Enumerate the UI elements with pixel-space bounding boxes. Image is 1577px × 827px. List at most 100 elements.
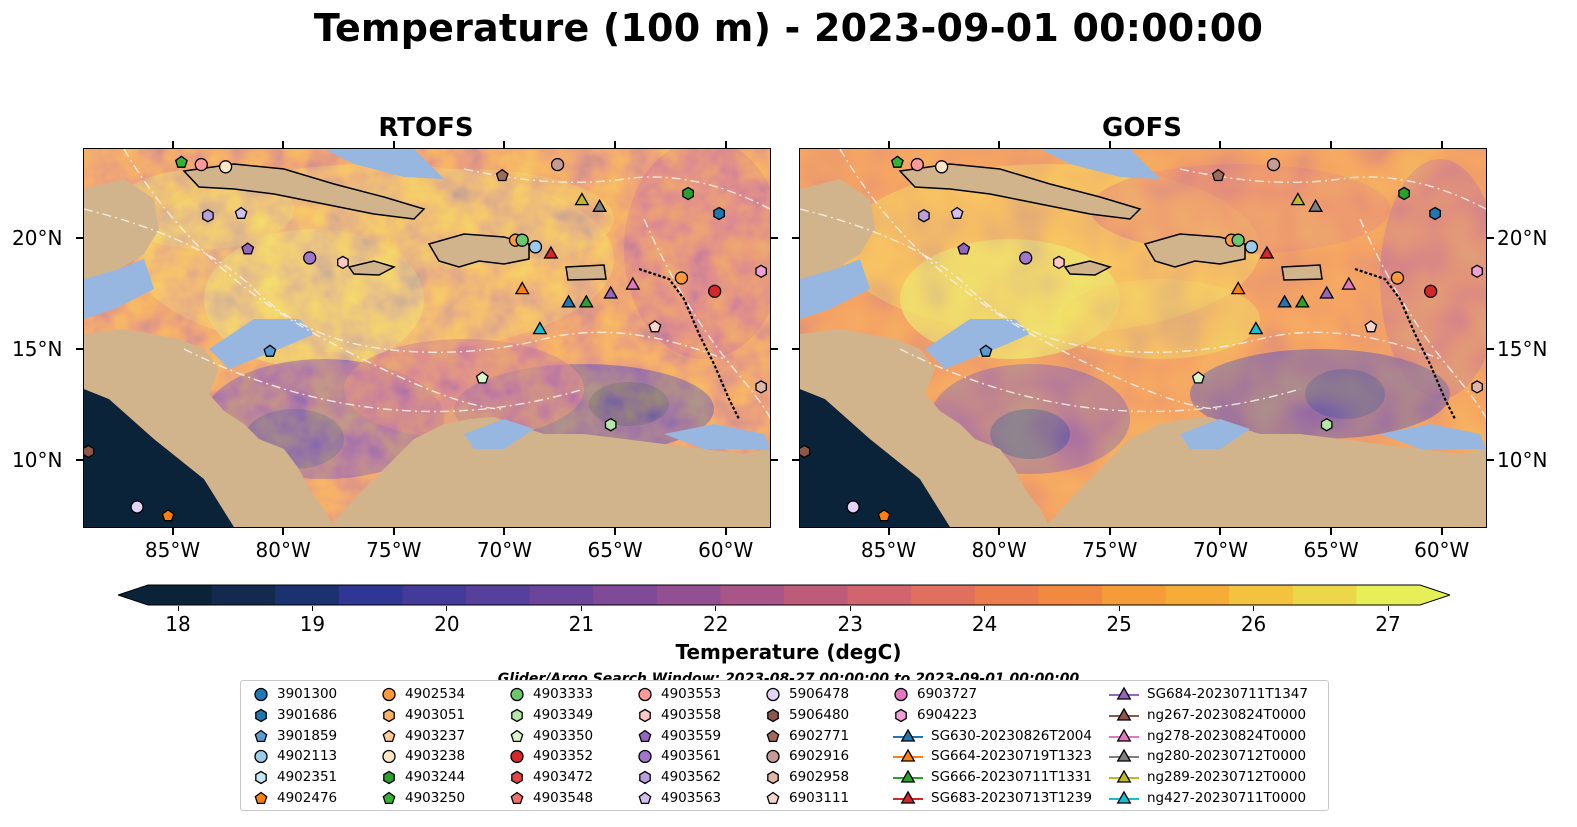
lon-tick-mark (171, 528, 174, 535)
legend-marker (382, 791, 396, 805)
colorbar-segment (1356, 585, 1421, 605)
observation-marker (1320, 417, 1333, 432)
legend-marker (900, 748, 916, 763)
lon-tick-mark (887, 528, 890, 535)
figure-title: Temperature (100 m) - 2023-09-01 00:00:0… (313, 6, 1264, 50)
observation-marker (1231, 233, 1245, 247)
pentagon-icon (510, 729, 524, 742)
legend-marker (254, 729, 268, 742)
lon-tick-mark (392, 528, 395, 535)
colorbar-segment (466, 585, 531, 605)
colorbar-tick-mark (715, 606, 717, 611)
lon-tick-label: 60°W (698, 538, 754, 562)
hexagon-icon (639, 708, 651, 723)
legend-item: SG683-20230713T1239 (893, 788, 1092, 808)
observation-marker (1277, 294, 1293, 308)
observation-marker (1191, 371, 1205, 384)
colorbar-under-extend (118, 585, 148, 605)
lat-tick-mark (1487, 459, 1494, 462)
legend-label: 3901300 (277, 686, 338, 702)
triangle-icon (1109, 686, 1139, 700)
colorbar-over-extend (1420, 585, 1450, 605)
colorbar-segment (1229, 585, 1294, 605)
triangle-icon (893, 790, 923, 804)
legend-item: 4903562 (637, 767, 721, 787)
circle-icon (510, 687, 524, 702)
legend-marker (1116, 707, 1132, 721)
legend-item: 6902916 (765, 746, 849, 766)
lat-tick-label: 20°N (12, 225, 63, 250)
colorbar-segment (529, 585, 594, 605)
observation-marker (1053, 255, 1065, 270)
legend-label: ng289-20230712T0000 (1147, 769, 1307, 786)
lon-tick-mark (1440, 141, 1443, 148)
colorbar-segment (1165, 585, 1230, 605)
legend-marker (510, 687, 524, 702)
legend-marker (1116, 748, 1132, 763)
legend-label: ng280-20230712T0000 (1147, 748, 1307, 765)
circle-icon (254, 750, 268, 764)
colorbar-segment (1102, 585, 1167, 605)
observation-marker (1019, 251, 1033, 265)
legend-marker (254, 791, 268, 805)
legend-label: SG664-20230719T1323 (931, 748, 1092, 765)
observation-marker (682, 186, 694, 201)
observation-marker (194, 157, 208, 172)
pentagon-icon (510, 791, 524, 805)
lon-tick-mark (614, 528, 617, 535)
legend-marker (511, 708, 523, 723)
colorbar-segment (211, 585, 276, 605)
legend-item: 3901300 (253, 684, 337, 704)
observation-marker (1290, 192, 1306, 206)
colorbar-tick-label: 25 (1106, 612, 1132, 636)
legend-label: 4903350 (533, 727, 594, 744)
observation-marker (713, 206, 725, 221)
lat-tick-mark (1487, 348, 1494, 351)
legend-label: ng278-20230824T0000 (1147, 727, 1307, 744)
pentagon-icon (766, 791, 780, 805)
hexagon-icon (383, 770, 395, 785)
colorbar-tick-mark (1253, 606, 1255, 611)
observation-marker (604, 417, 617, 432)
triangle-icon (893, 769, 923, 783)
observation-marker (161, 509, 175, 522)
legend-marker (383, 770, 395, 785)
legend-marker (638, 750, 652, 764)
legend-marker (767, 708, 779, 723)
observation-marker (1266, 157, 1281, 172)
legend-label: SG683-20230713T1239 (931, 790, 1092, 806)
legend-marker (382, 729, 396, 742)
legend-label: 4903562 (661, 769, 722, 786)
lon-tick-mark (1219, 528, 1222, 535)
pentagon-icon (382, 791, 396, 805)
circle-icon (766, 750, 780, 764)
lon-tick-mark (392, 141, 395, 148)
panel-title-rtofs: RTOFS (378, 113, 474, 143)
legend-marker (638, 791, 652, 805)
colorbar-segment (593, 585, 658, 605)
legend-label: 4903237 (405, 727, 466, 744)
legend-label: 4903558 (661, 706, 722, 723)
observation-marker (475, 371, 489, 384)
legend-marker (255, 770, 267, 785)
lon-tick-label: 75°W (366, 538, 422, 562)
observation-marker (877, 509, 891, 522)
lat-tick-mark (76, 236, 83, 239)
legend-label: 3901859 (277, 727, 338, 744)
hexagon-icon (511, 770, 523, 785)
legend-label: 6903727 (917, 686, 978, 702)
legend-label: 4903349 (533, 706, 594, 723)
observation-marker (1211, 168, 1225, 182)
legend-label: 6902958 (789, 769, 850, 786)
legend-label: ng427-20230711T0000 (1147, 790, 1307, 806)
legend-label: 3901686 (277, 706, 338, 723)
lon-tick-label: 65°W (1303, 538, 1359, 562)
legend-item: 4903561 (637, 746, 721, 766)
legend-item: 5906480 (765, 705, 849, 725)
legend-marker (510, 729, 524, 742)
lat-tick-label: 10°N (12, 448, 63, 473)
search-window-text: Glider/Argo Search Window: 2023-08-27 00… (497, 671, 1080, 682)
legend-label: 4902476 (277, 790, 338, 806)
observation-marker (1319, 285, 1335, 299)
legend-item: 4903558 (637, 705, 721, 725)
